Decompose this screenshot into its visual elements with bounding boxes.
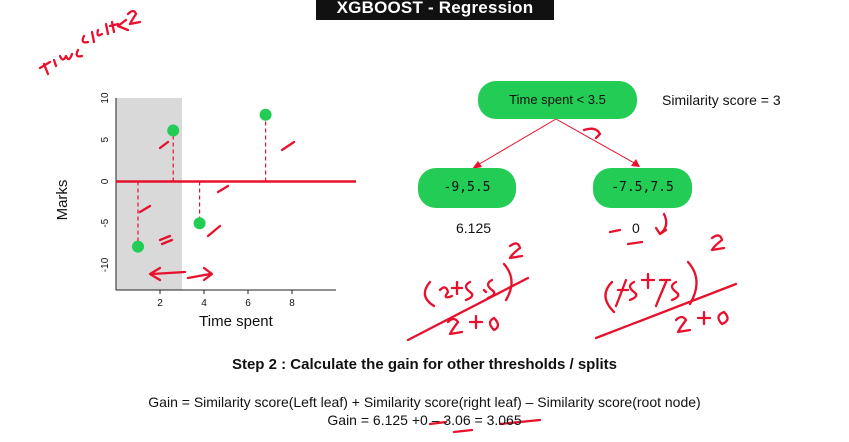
tick-mark-4: [216, 184, 230, 194]
underline-zero: [626, 240, 644, 246]
formula-right-fraction-bar: [594, 282, 738, 340]
x-tick-label: 2: [157, 298, 163, 309]
y-tick-label: 0: [100, 178, 111, 184]
tree-left-leaf: -9,5.5: [418, 168, 516, 208]
arrowhead-right: [631, 159, 640, 167]
x-tick-label: 8: [289, 298, 295, 309]
tree-edge-left: [475, 118, 557, 167]
data-point: [167, 124, 180, 137]
tick-mark-2: [138, 204, 152, 214]
y-tick-label: 10: [100, 92, 111, 104]
scribble-less-than: [116, 18, 130, 32]
formula-right-denominator: [674, 310, 729, 334]
step-title: Step 2 : Calculate the gain for other th…: [231, 356, 618, 373]
scribble-time-spent: [38, 48, 84, 76]
y-tick-label: 5: [100, 137, 111, 143]
y-tick-label: -10: [100, 257, 111, 272]
formula-left-fraction-bar: [406, 276, 530, 342]
y-axis-label: Marks: [54, 180, 71, 221]
formula-left-denominator: [446, 314, 500, 336]
root-similarity-label: Similarity score = 3: [662, 92, 781, 108]
tick-mark-3: [158, 234, 174, 246]
scribble-two: [126, 9, 142, 26]
x-tick-label: 6: [245, 298, 251, 309]
right-leaf-score: 0: [632, 220, 640, 236]
arrow-down-right: [654, 212, 668, 236]
underline-3-065: [498, 418, 542, 426]
arrow-left-scribble: [148, 266, 187, 282]
data-point: [259, 108, 272, 121]
data-point: [193, 217, 206, 230]
formula-right-numerator: [604, 234, 726, 314]
underline-3-06: [428, 420, 474, 434]
x-tick-label: 4: [201, 298, 207, 309]
tree-right-leaf: -7.5,7.5: [593, 168, 692, 208]
dash-left-zero: [608, 228, 622, 234]
tree-edge-right: [555, 118, 637, 165]
y-tick-label: -5: [100, 218, 111, 227]
scribble-spent: [81, 20, 120, 44]
arrow-right-scribble: [186, 266, 214, 282]
left-leaf-score: 6.125: [456, 220, 492, 236]
gain-formula: Gain = Similarity score(Left leaf) + Sim…: [148, 394, 701, 410]
data-point: [132, 240, 144, 253]
page-title: XGBOOST - Regression: [316, 0, 554, 20]
tick-mark-1: [158, 140, 170, 150]
formula-left-numerator: [423, 242, 524, 308]
scatter-plot: 2 4 6 8 10 5 0 -5 -10 Time spent Marks: [54, 92, 356, 330]
gain-calculation: Gain = 6.125 +0 – 3.06 = 3.065: [327, 412, 522, 428]
tree-root-node: Time spent < 3.5: [478, 81, 637, 119]
root-arrow: [582, 127, 602, 140]
tick-mark-6: [280, 140, 296, 152]
arrowhead-left: [472, 161, 482, 169]
tick-mark-5: [206, 224, 222, 238]
x-axis-label: Time spent: [199, 313, 273, 330]
